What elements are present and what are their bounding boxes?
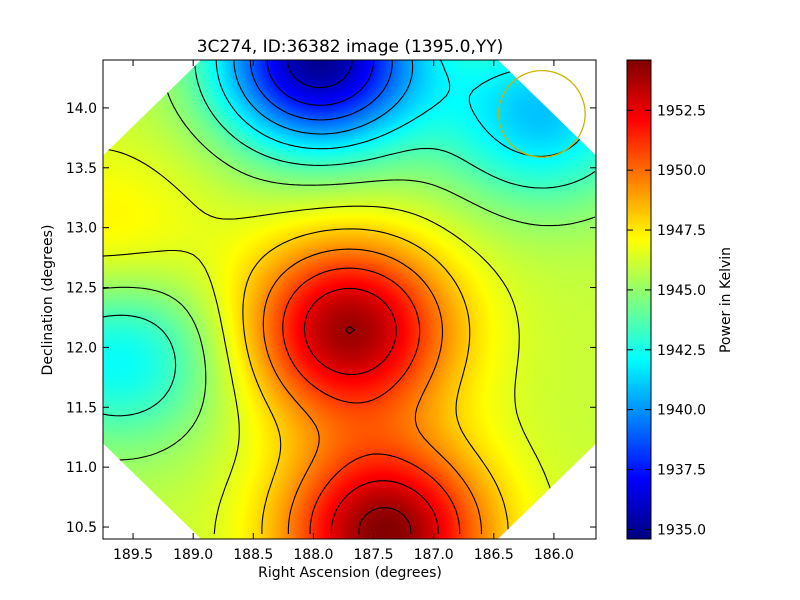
y-tick-label: 13.5 bbox=[66, 161, 97, 177]
x-tick-label: 186.5 bbox=[474, 547, 514, 563]
beam-circle-marker bbox=[497, 69, 586, 158]
contour-line bbox=[215, 60, 591, 157]
colorbar-ticks: 1935.0 1937.5 1940.0 1942.5 1945.0 1947.5 1950… bbox=[627, 103, 706, 538]
x-tick-label: 187.0 bbox=[414, 547, 454, 563]
colorbar-tick-label: 1940.0 bbox=[657, 403, 706, 419]
x-axis: 189.5 189.0 188.5 188.0 187.5 187.0 186.5 186.0 bbox=[113, 60, 574, 563]
x-tick-label: 187.5 bbox=[354, 547, 394, 563]
contour-line bbox=[242, 228, 509, 535]
x-tick-label: 188.0 bbox=[293, 547, 333, 563]
y-tick-label: 11.0 bbox=[66, 460, 97, 476]
chart-title: 3C274, ID:36382 image (1395.0,YY) bbox=[197, 37, 504, 57]
colorbar-tick-label: 1952.5 bbox=[657, 103, 706, 119]
plot-area bbox=[103, 60, 596, 539]
colorbar-tick-label: 1937.5 bbox=[657, 463, 706, 479]
colorbar-label: Power in Kelvin bbox=[718, 247, 734, 353]
x-tick-label: 186.0 bbox=[534, 547, 574, 563]
y-tick-label: 14.0 bbox=[66, 101, 97, 117]
y-tick-label: 12.5 bbox=[66, 281, 97, 297]
contour-line bbox=[233, 60, 414, 135]
x-tick-label: 189.5 bbox=[113, 547, 153, 563]
y-tick-label: 10.5 bbox=[66, 520, 97, 536]
colorbar-tick-label: 1945.0 bbox=[657, 283, 706, 299]
contour-line bbox=[286, 60, 353, 89]
y-tick-label: 12.0 bbox=[66, 340, 97, 356]
colorbar-tick-label: 1950.0 bbox=[657, 163, 706, 179]
x-axis-label: Right Ascension (degrees) bbox=[258, 565, 442, 581]
y-axis: 10.5 11.0 11.5 12.0 12.5 13.0 13.5 14.0 bbox=[66, 101, 596, 536]
colorbar-gradient bbox=[627, 60, 651, 539]
plot-frame bbox=[102, 59, 597, 540]
contour-line bbox=[249, 60, 393, 121]
contour-line bbox=[282, 267, 461, 535]
x-tick-label: 189.0 bbox=[173, 547, 213, 563]
contour-line bbox=[303, 287, 439, 535]
colorbar-tick-label: 1942.5 bbox=[657, 343, 706, 359]
x-tick-label: 188.5 bbox=[233, 547, 273, 563]
colorbar: 1935.0 1937.5 1940.0 1942.5 1945.0 1947.5 1950… bbox=[626, 59, 734, 540]
colorbar-tick-label: 1947.5 bbox=[657, 223, 706, 239]
y-tick-label: 11.5 bbox=[66, 400, 97, 416]
y-tick-label: 13.0 bbox=[66, 221, 97, 237]
y-axis-label: Declination (degrees) bbox=[40, 225, 56, 376]
colorbar-frame bbox=[626, 59, 652, 540]
contour-line bbox=[345, 326, 412, 535]
heatmap-field bbox=[103, 60, 596, 539]
contour-line bbox=[266, 60, 375, 106]
colorbar-tick-label: 1935.0 bbox=[657, 522, 706, 538]
contour-line bbox=[262, 248, 483, 535]
